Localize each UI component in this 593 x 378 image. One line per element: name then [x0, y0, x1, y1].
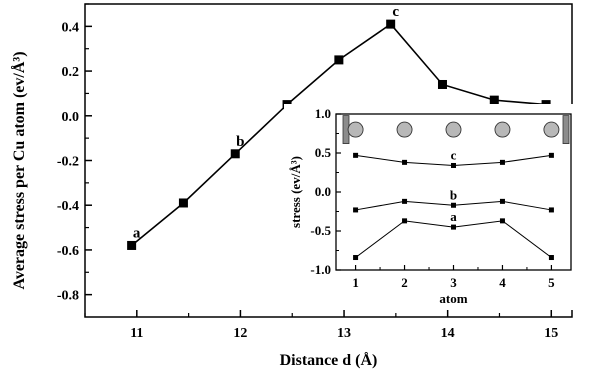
inset-data-point	[451, 162, 456, 168]
y-tick-label: -0.8	[57, 289, 79, 304]
inset-y-axis-title: stress (ev/Å³)	[288, 156, 303, 228]
inset-data-point	[451, 224, 456, 230]
inset-background	[284, 104, 581, 310]
inset-x-axis-title: atom	[439, 291, 467, 306]
inset-data-point	[402, 159, 408, 165]
cu-atom	[396, 121, 413, 138]
inset-y-tick-label: 1.0	[315, 106, 331, 121]
x-tick-label: 14	[441, 326, 455, 341]
inset-data-point	[402, 218, 408, 224]
y-tick-label: -0.4	[57, 199, 79, 214]
cu-atom	[543, 121, 560, 138]
data-point	[334, 55, 344, 65]
data-point	[127, 240, 137, 250]
y-axis-title: Average stress per Cu atom (ev/Å³)	[10, 51, 28, 289]
data-point	[386, 19, 396, 29]
x-tick-label: 13	[337, 326, 351, 341]
inset-x-tick-label: 2	[401, 275, 408, 290]
inset-series-label-b: b	[450, 187, 457, 202]
y-tick-label: -0.2	[57, 155, 79, 170]
inset-x-tick-label: 4	[499, 275, 506, 290]
y-tick-label: 0.0	[62, 110, 80, 125]
x-tick-label: 12	[233, 326, 247, 341]
inset-data-point	[499, 159, 505, 165]
cu-atom	[347, 121, 364, 138]
y-tick-label: 0.4	[62, 20, 80, 35]
inset-y-tick-label: 0.0	[315, 184, 331, 199]
inset-series-label-c: c	[451, 147, 457, 162]
x-axis-title: Distance d (Å)	[280, 351, 378, 369]
inset-data-point	[499, 198, 505, 204]
data-point	[489, 95, 499, 105]
inset-y-tick-label: -1.0	[310, 262, 331, 277]
point-annotation-b: b	[236, 134, 244, 150]
cu-atom	[445, 121, 462, 138]
inset-x-tick-label: 5	[548, 275, 555, 290]
right-electrode	[562, 115, 570, 144]
inset-y-tick-label: -0.5	[310, 223, 331, 238]
x-tick-label: 11	[130, 326, 143, 341]
inset-data-point	[548, 152, 554, 158]
data-point	[437, 79, 447, 89]
inset-y-tick-label: 0.5	[315, 145, 332, 160]
cu-atom	[494, 121, 511, 138]
data-point	[230, 149, 240, 159]
point-annotation-a: a	[133, 225, 141, 241]
x-tick-label: 15	[544, 326, 558, 341]
inset-data-point	[548, 207, 554, 213]
inset-data-point	[353, 255, 359, 261]
inset-data-point	[353, 152, 359, 158]
inset-data-point	[402, 198, 408, 204]
y-tick-label: 0.2	[62, 65, 80, 80]
inset-x-tick-label: 3	[450, 275, 457, 290]
inset-data-point	[499, 218, 505, 224]
inset-x-tick-label: 1	[352, 275, 359, 290]
inset-data-point	[548, 255, 554, 261]
inset-data-point	[353, 207, 359, 213]
data-point	[178, 198, 188, 208]
inset-series-label-a: a	[450, 209, 457, 224]
point-annotation-c: c	[392, 4, 399, 20]
y-tick-label: -0.6	[57, 244, 79, 259]
inset-data-point	[451, 202, 456, 208]
